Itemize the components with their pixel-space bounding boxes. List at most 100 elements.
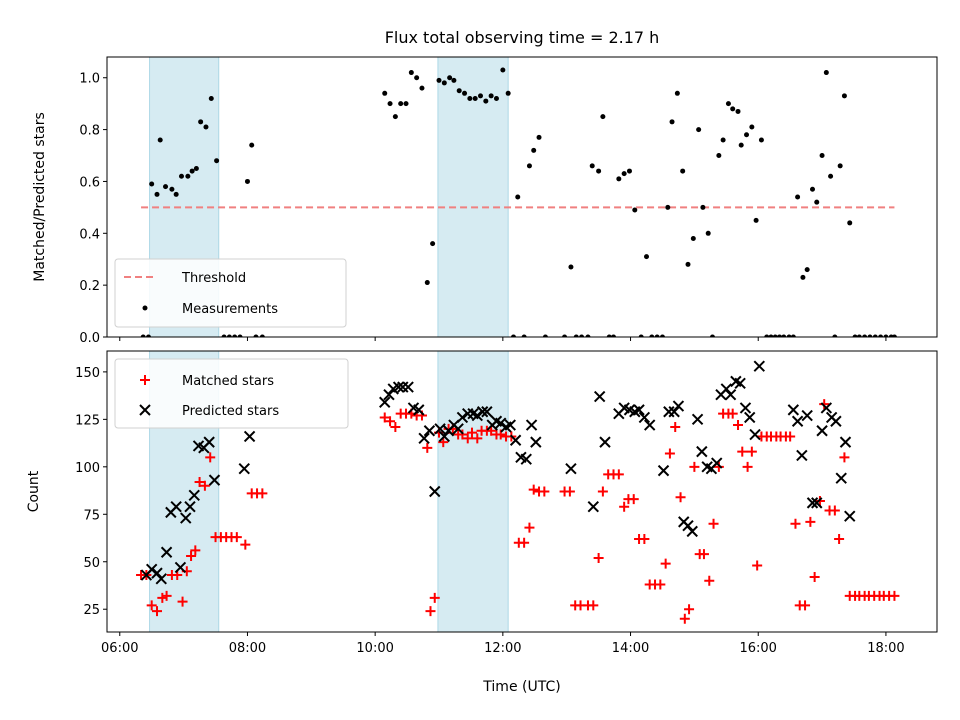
matched-stars-point: [684, 604, 695, 615]
matched-stars-point: [689, 461, 700, 472]
matched-stars-point: [597, 486, 608, 497]
predicted-stars-point: [243, 430, 256, 443]
y-tick-label: 100: [75, 461, 100, 476]
matched-stars-point: [664, 448, 675, 459]
predicted-stars-point: [504, 419, 517, 431]
predicted-stars-point: [495, 417, 507, 429]
measurement-point: [178, 173, 184, 179]
matched-stars-point: [805, 516, 816, 527]
predicted-stars-point: [663, 406, 675, 418]
predicted-stars-point: [476, 406, 489, 418]
predicted-stars-point: [711, 457, 723, 469]
measurement-point: [163, 184, 169, 190]
y-tick-label: 25: [83, 603, 100, 618]
matched-stars-point: [146, 600, 157, 611]
measurement-point: [800, 274, 806, 280]
measurement-point: [891, 334, 897, 337]
predicted-stars-point: [151, 567, 163, 579]
measurement-point: [154, 191, 160, 197]
measurement-point: [600, 114, 606, 120]
measurement-point: [526, 163, 532, 169]
measurement-point: [244, 178, 250, 184]
matched-stars-point: [752, 560, 763, 571]
predicted-stars-point: [787, 404, 800, 416]
plot-area: [140, 67, 897, 337]
predicted-stars-point: [184, 500, 196, 513]
predicted-stars-point: [429, 485, 441, 498]
measurement-point: [447, 75, 453, 81]
predicted-stars-point: [509, 434, 522, 446]
predicted-stars-point: [791, 415, 804, 427]
y-axis-label: Matched/Predicted stars: [32, 112, 48, 282]
measurement-point: [872, 334, 878, 337]
predicted-stars-point: [633, 404, 645, 416]
measurement-point: [462, 90, 468, 96]
measurement-point: [725, 101, 731, 107]
matched-stars-point: [704, 575, 715, 586]
predicted-stars-point: [835, 472, 847, 484]
y-tick-label: 0.0: [79, 331, 100, 346]
x-tick-label: 08:00: [229, 641, 266, 656]
measurement-point: [735, 108, 741, 114]
predicted-stars-point: [565, 463, 577, 475]
measurement-point: [856, 334, 862, 337]
measurement-point: [189, 168, 195, 174]
measurement-point: [700, 204, 706, 210]
measurement-point: [638, 334, 644, 337]
measurement-point: [832, 334, 838, 337]
measurement-point: [253, 334, 259, 337]
measurement-point: [203, 124, 209, 130]
measurement-point: [392, 114, 398, 120]
matched-stars-point: [698, 549, 709, 560]
measurement-point: [505, 90, 511, 96]
legend: Threshold Measurements: [114, 258, 347, 328]
predicted-stars-point: [806, 497, 819, 509]
matched-stars-point: [708, 518, 719, 529]
matched-stars-point: [593, 552, 604, 563]
matched-stars-point: [190, 545, 201, 556]
measurement-point: [777, 334, 783, 337]
matched-stars-point: [199, 480, 210, 491]
measurement-point: [456, 88, 462, 94]
matched-stars-point: [519, 537, 530, 548]
matched-stars-point: [800, 600, 811, 611]
measurement-point: [531, 147, 537, 153]
axes-frame: [106, 56, 938, 338]
matched-stars-point: [457, 429, 468, 440]
legend-matched-swatch: [140, 375, 150, 385]
matched-stars-point: [613, 469, 624, 480]
measurement-point: [536, 134, 542, 140]
axes-frame: [106, 350, 938, 633]
measurement-point: [632, 207, 638, 213]
measurement-point: [819, 153, 825, 159]
legend-matched-label: Matched stars: [182, 374, 274, 389]
predicted-stars-point: [682, 519, 694, 532]
measurement-point: [616, 176, 622, 182]
x-tick-label: 18:00: [867, 641, 904, 656]
matched-stars-point: [733, 420, 744, 431]
predicted-stars-point: [481, 406, 493, 418]
measurement-point: [493, 95, 499, 101]
measurement-point: [387, 101, 393, 107]
y-tick-label: 0.8: [79, 124, 100, 139]
predicted-stars-point: [749, 428, 761, 441]
predicted-stars-point: [830, 415, 842, 427]
measurement-point: [758, 137, 764, 143]
measurement-point: [169, 186, 175, 192]
measurement-point: [237, 334, 243, 337]
x-tick-label: 12:00: [484, 641, 521, 656]
measurement-point: [414, 75, 420, 81]
measurement-point: [768, 334, 774, 337]
measurement-point: [810, 186, 815, 192]
predicted-stars-point: [753, 360, 766, 372]
matched-stars-point: [161, 590, 172, 601]
measurement-point: [867, 334, 873, 337]
matched-stars-point: [619, 501, 630, 512]
measurement-point: [451, 77, 457, 83]
measurement-point: [786, 334, 792, 337]
predicted-stars-point: [418, 432, 430, 445]
measurement-point: [720, 137, 726, 143]
measurement-point: [488, 93, 494, 99]
measurement-point: [716, 153, 722, 159]
y-tick-label: 0.6: [79, 175, 100, 190]
